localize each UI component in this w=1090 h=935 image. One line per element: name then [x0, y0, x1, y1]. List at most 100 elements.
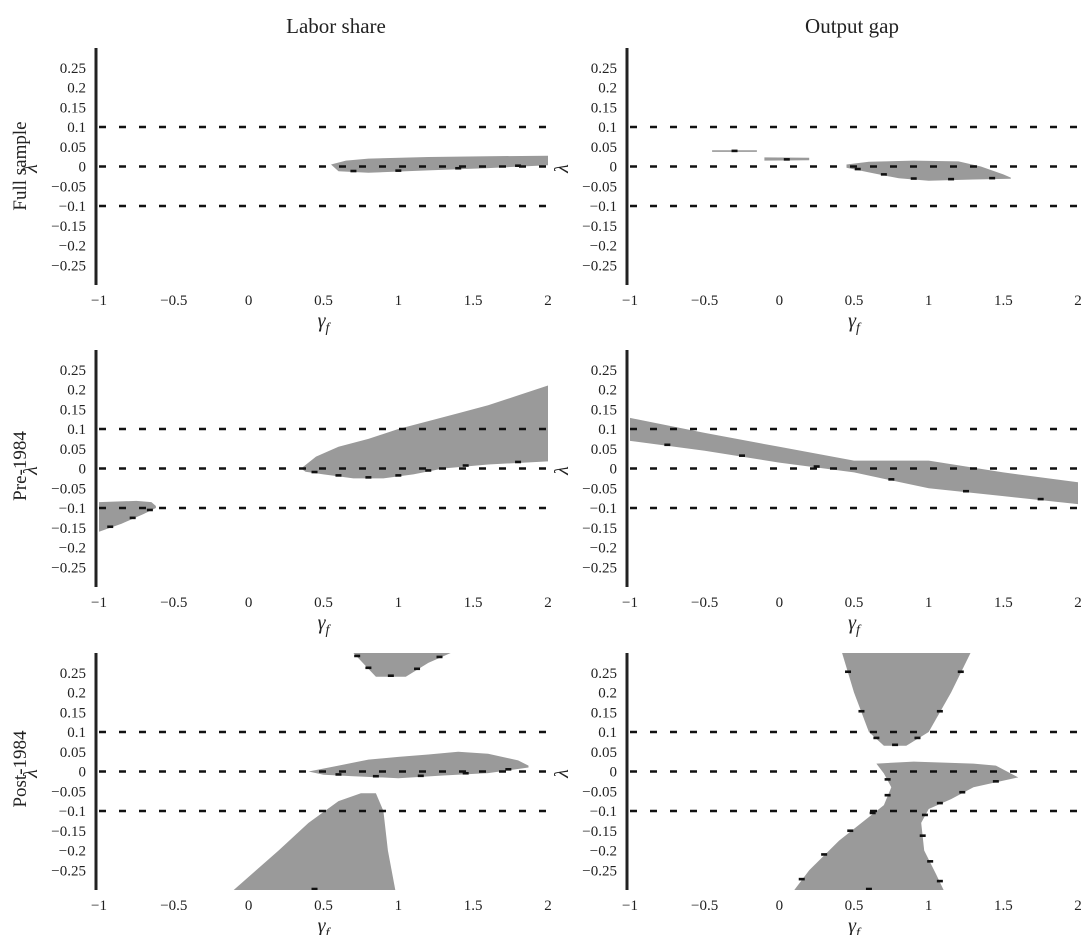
x-axis-label: γf	[318, 310, 332, 336]
x-tick-label: −1	[622, 293, 638, 309]
panel-1-0: 0.25 0.2 0.15 0.1 0.05 0 −0.05 −0.1 −0.15 −0.2 −0.…	[20, 350, 552, 638]
panel-0-0: 0.25 0.2 0.15 0.1 0.05 0 −0.05 −0.1 −0.15 −0.2 −0.…	[20, 48, 552, 336]
x-tick-label: −0.5	[160, 898, 187, 914]
y-tick-label: 0.1	[598, 422, 617, 438]
y-axis-label: λ	[20, 466, 42, 476]
y-tick-label: 0.2	[67, 686, 86, 702]
x-tick-label: 1	[925, 293, 933, 309]
confidence-region-1	[794, 761, 1019, 890]
x-axis-label-subscript: f	[856, 926, 862, 935]
y-tick-label: 0	[79, 765, 87, 781]
x-tick-label: 1	[395, 898, 403, 914]
y-tick-label: 0	[610, 160, 618, 176]
confidence-region-2	[846, 160, 1011, 181]
y-axis-label: λ	[20, 769, 42, 779]
y-axis-label: λ	[20, 164, 42, 174]
y-tick-label: −0.15	[51, 824, 86, 840]
y-tick-label: −0.15	[582, 824, 617, 840]
x-tick-label: −1	[622, 898, 638, 914]
y-tick-label: −0.15	[582, 521, 617, 537]
x-tick-label: 0.5	[314, 898, 333, 914]
x-tick-label: 0	[245, 595, 253, 611]
x-tick-label: 0	[776, 898, 784, 914]
x-tick-label: 0	[776, 293, 784, 309]
x-tick-label: 2	[1074, 898, 1082, 914]
x-tick-label: −1	[91, 293, 107, 309]
y-tick-label: −0.05	[51, 784, 86, 800]
y-tick-label: −0.1	[590, 804, 617, 820]
column-title-output-gap: Output gap	[805, 14, 899, 38]
regions	[99, 385, 548, 532]
regions	[712, 149, 1011, 181]
y-tick-label: 0.25	[60, 666, 86, 682]
x-tick-label: 1.5	[994, 293, 1013, 309]
panel-2-0: 0.25 0.2 0.15 0.1 0.05 0 −0.05 −0.1 −0.15 −0.2 −0.…	[20, 653, 552, 935]
y-tick-label: −0.25	[582, 560, 617, 576]
x-tick-label: −1	[91, 898, 107, 914]
x-tick-label: −1	[91, 595, 107, 611]
y-tick-label: −0.1	[590, 199, 617, 215]
y-axis-label: λ	[551, 466, 573, 476]
confidence-region-2	[233, 793, 396, 890]
x-tick-label: −0.5	[691, 898, 718, 914]
y-tick-label: 0	[610, 462, 618, 478]
x-tick-label: 1.5	[464, 293, 483, 309]
y-tick-label: 0.1	[598, 725, 617, 741]
y-tick-label: −0.15	[51, 521, 86, 537]
x-tick-label: −0.5	[691, 595, 718, 611]
y-tick-label: −0.25	[582, 258, 617, 274]
y-tick-label: 0.15	[591, 100, 617, 116]
regions	[331, 155, 548, 173]
y-tick-label: −0.2	[590, 239, 617, 255]
confidence-region-0	[331, 155, 548, 173]
row-title-pre-1984: Pre-1984	[10, 431, 31, 501]
x-tick-label: 0.5	[314, 293, 333, 309]
x-tick-label: 1	[395, 293, 403, 309]
y-tick-label: −0.2	[59, 844, 86, 860]
y-tick-label: −0.1	[59, 199, 86, 215]
x-axis-label: γf	[848, 612, 862, 638]
x-axis-label: γf	[848, 915, 862, 935]
x-tick-label: −0.5	[160, 293, 187, 309]
y-tick-label: 0.15	[60, 100, 86, 116]
y-tick-label: −0.05	[582, 481, 617, 497]
confidence-region-1	[301, 385, 548, 479]
x-tick-label: −1	[622, 595, 638, 611]
y-tick-label: −0.15	[51, 219, 86, 235]
x-axis-label-subscript: f	[856, 321, 862, 336]
x-tick-label: 0	[776, 595, 784, 611]
y-tick-label: −0.2	[590, 844, 617, 860]
y-tick-label: 0.1	[67, 120, 86, 136]
x-tick-label: 0.5	[845, 898, 864, 914]
y-tick-label: 0.15	[591, 402, 617, 418]
y-tick-label: −0.1	[590, 501, 617, 517]
x-tick-label: 2	[544, 293, 552, 309]
x-tick-label: 0.5	[314, 595, 333, 611]
y-tick-label: 0.15	[60, 705, 86, 721]
y-tick-label: −0.05	[582, 784, 617, 800]
panels: 0.25 0.2 0.15 0.1 0.05 0 −0.05 −0.1 −0.15 −0.2 −0.…	[20, 48, 1082, 935]
x-tick-label: 0	[245, 293, 253, 309]
confidence-region-0	[630, 417, 1078, 505]
y-tick-label: 0.05	[591, 140, 617, 156]
x-tick-label: 1	[395, 595, 403, 611]
x-tick-label: 1.5	[464, 898, 483, 914]
x-tick-label: −0.5	[160, 595, 187, 611]
y-tick-label: −0.25	[51, 258, 86, 274]
column-title-labor-share: Labor share	[286, 14, 386, 38]
x-tick-label: 0	[245, 898, 253, 914]
y-tick-label: 0.05	[591, 442, 617, 458]
regions	[630, 417, 1078, 505]
row-title-post-1984: Post-1984	[10, 730, 31, 808]
regions	[233, 653, 529, 890]
y-axis-label: λ	[551, 769, 573, 779]
x-axis-label-subscript: f	[326, 321, 332, 336]
y-tick-label: 0.2	[598, 686, 617, 702]
y-tick-label: −0.05	[582, 179, 617, 195]
y-tick-label: 0.25	[591, 666, 617, 682]
y-tick-label: 0.2	[67, 81, 86, 97]
x-tick-label: −0.5	[691, 293, 718, 309]
y-axis-label: λ	[551, 164, 573, 174]
y-tick-label: 0	[79, 160, 87, 176]
